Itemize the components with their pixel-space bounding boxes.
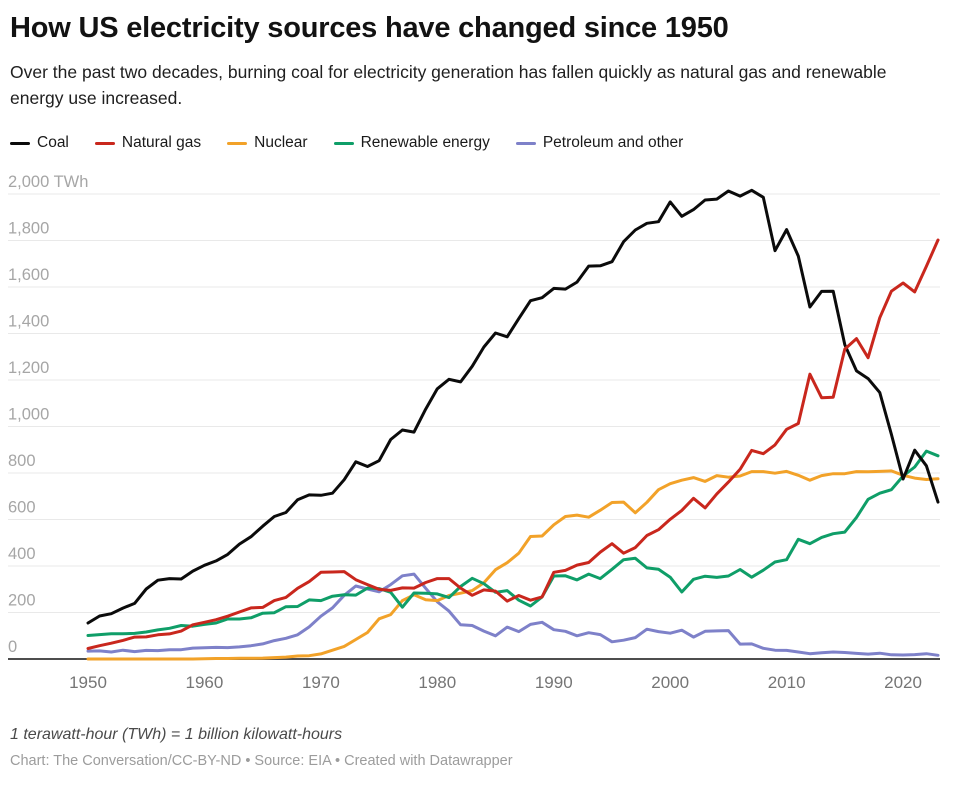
legend-item-coal: Coal bbox=[10, 134, 69, 152]
legend-label-petroleum-and-other: Petroleum and other bbox=[542, 134, 684, 152]
x-tick-label-2000: 2000 bbox=[651, 673, 689, 692]
y-tick-label-1600: 1,600 bbox=[8, 266, 49, 284]
y-tick-label-1000: 1,000 bbox=[8, 406, 49, 424]
series-line-renewable-energy bbox=[86, 449, 940, 638]
series-line-petroleum-and-other bbox=[86, 572, 940, 657]
series-line-natural-gas bbox=[86, 238, 940, 651]
legend-label-nuclear: Nuclear bbox=[254, 134, 308, 152]
legend-item-natural-gas: Natural gas bbox=[94, 134, 202, 152]
y-tick-label-200: 200 bbox=[8, 592, 36, 610]
footnote: 1 terawatt-hour (TWh) = 1 billion kilowa… bbox=[10, 726, 343, 744]
legend-label-renewable-energy: Renewable energy bbox=[360, 134, 490, 152]
legend-swatch-natural-gas bbox=[94, 141, 115, 145]
legend-swatch-coal bbox=[10, 141, 30, 145]
credit-line: Chart: The Conversation/CC-BY-ND • Sourc… bbox=[10, 753, 513, 770]
legend-swatch-renewable-energy bbox=[333, 141, 354, 145]
y-tick-label-2000: 2,000 TWh bbox=[8, 173, 88, 191]
x-tick-label-2020: 2020 bbox=[884, 673, 922, 692]
y-tick-label-0: 0 bbox=[8, 638, 17, 656]
legend-item-petroleum-and-other: Petroleum and other bbox=[515, 134, 684, 152]
y-tick-label-800: 800 bbox=[8, 452, 36, 470]
legend-swatch-nuclear bbox=[227, 141, 248, 145]
chart-card: How US electricity sources have changed … bbox=[0, 12, 960, 769]
x-tick-label-1990: 1990 bbox=[535, 673, 573, 692]
y-tick-label-1200: 1,200 bbox=[8, 359, 49, 377]
legend-item-nuclear: Nuclear bbox=[227, 134, 308, 152]
legend-item-renewable-energy: Renewable energy bbox=[333, 134, 490, 152]
chart-legend: Coal Natural gas Nuclear Renewable energy Pe… bbox=[0, 134, 960, 152]
legend-label-natural-gas: Natural gas bbox=[121, 134, 202, 152]
series-line-coal bbox=[86, 188, 940, 625]
line-chart: 0 200 400 600 800 1,000 1,200 1,400 1,600 1,800 2,… bbox=[8, 173, 940, 692]
x-tick-label-2010: 2010 bbox=[768, 673, 806, 692]
y-tick-label-400: 400 bbox=[8, 545, 36, 563]
legend-label-coal: Coal bbox=[37, 134, 69, 152]
series-line-nuclear bbox=[86, 469, 940, 661]
chart-title: How US electricity sources have changed … bbox=[10, 12, 729, 44]
legend-swatch-petroleum-and-other bbox=[515, 141, 536, 145]
y-tick-label-1400: 1,400 bbox=[8, 313, 49, 331]
x-tick-label-1970: 1970 bbox=[302, 673, 340, 692]
chart-subtitle: Over the past two decades, burning coal … bbox=[10, 62, 887, 109]
x-tick-label-1950: 1950 bbox=[69, 673, 107, 692]
y-tick-label-1800: 1,800 bbox=[8, 220, 49, 238]
x-tick-label-1980: 1980 bbox=[418, 673, 456, 692]
x-tick-label-1960: 1960 bbox=[186, 673, 224, 692]
y-tick-label-600: 600 bbox=[8, 499, 36, 517]
